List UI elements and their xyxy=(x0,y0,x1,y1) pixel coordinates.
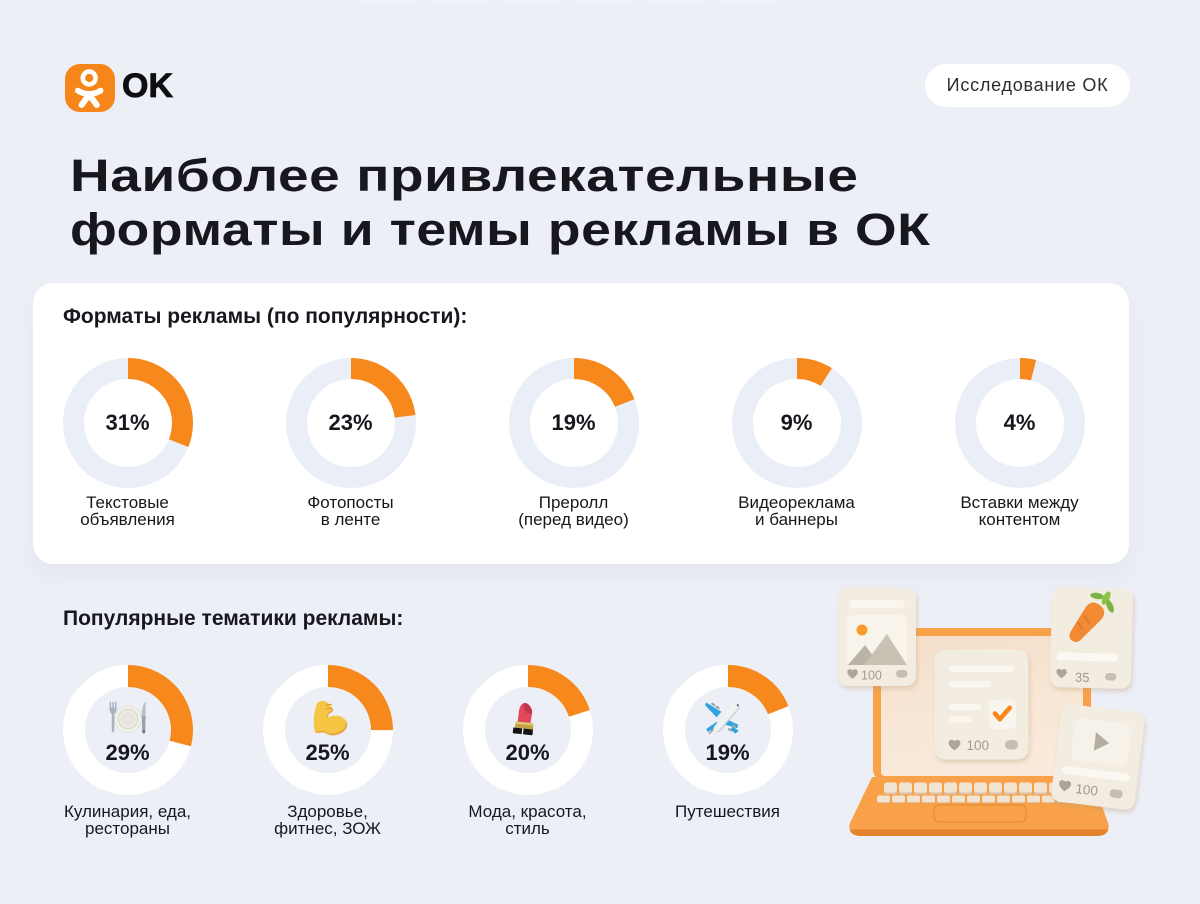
svg-text:35: 35 xyxy=(1075,670,1090,685)
svg-text:100: 100 xyxy=(861,669,882,683)
svg-text:100: 100 xyxy=(967,738,990,753)
svg-text:100: 100 xyxy=(1075,781,1099,799)
